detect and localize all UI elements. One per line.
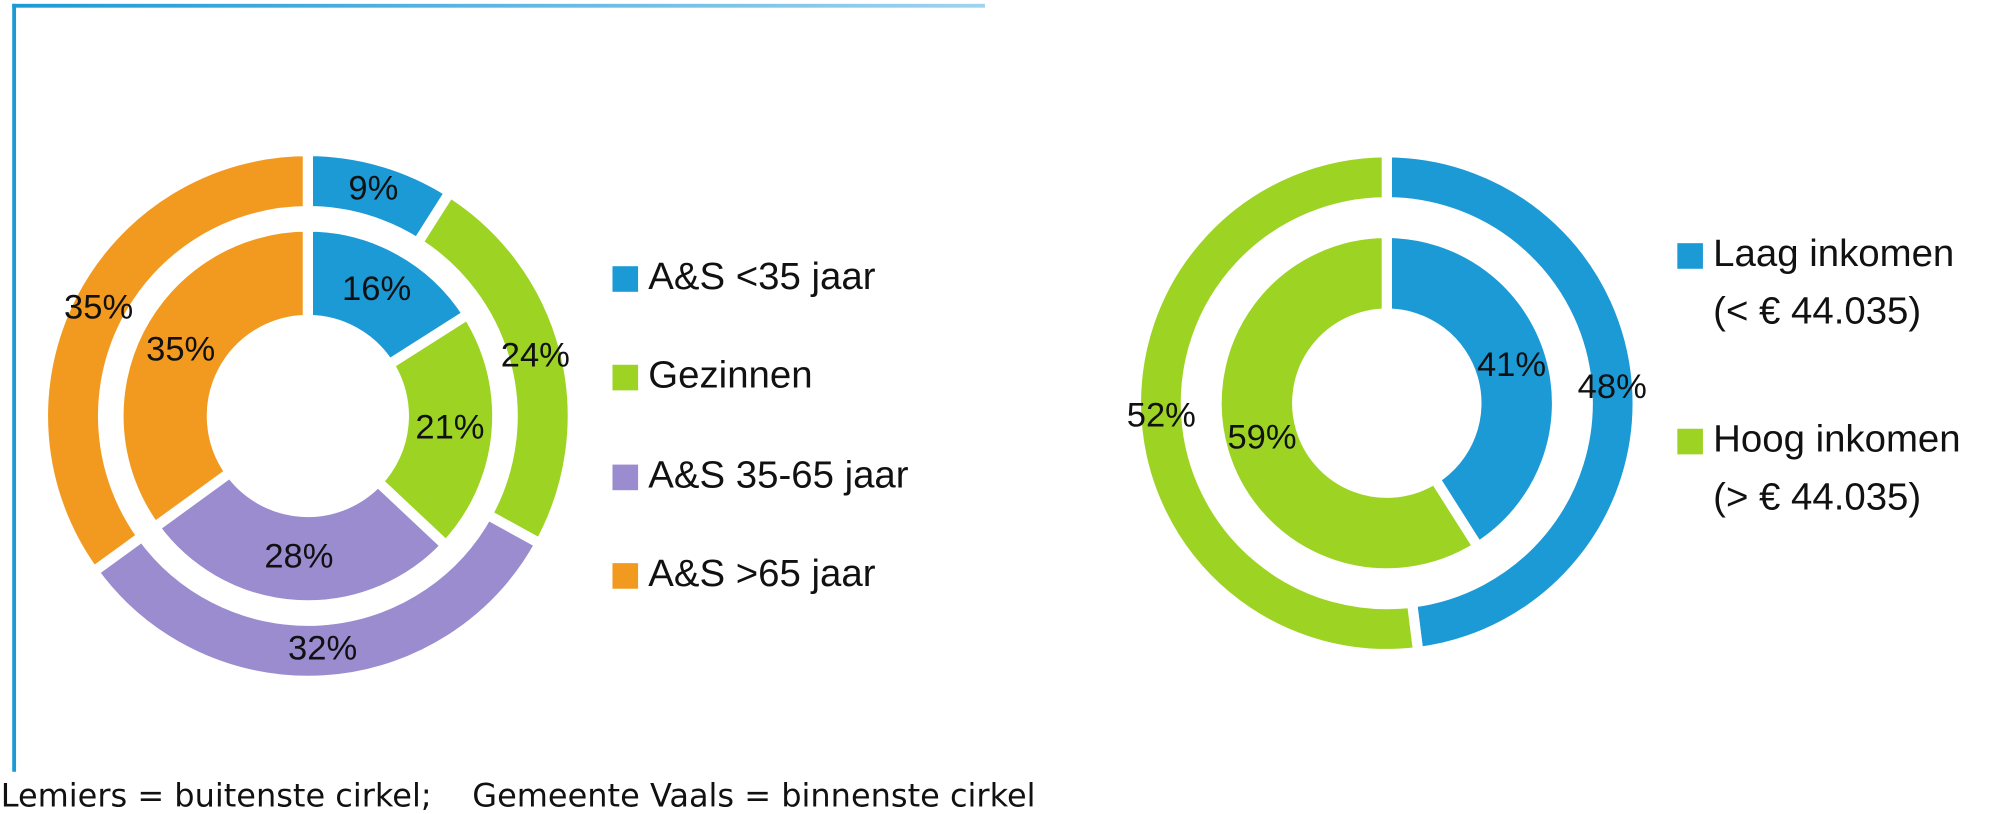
donut-slice (86, 507, 547, 686)
footnote: Lemiers = buitenste cirkel; Gemeente Vaa… (1, 776, 1036, 814)
legend-label: Gezinnen (648, 354, 812, 397)
value-label: 16% (342, 270, 411, 308)
donut-slice (1381, 227, 1563, 554)
value-label: 41% (1477, 346, 1546, 384)
donut-slice (370, 307, 503, 553)
value-label: 9% (348, 170, 398, 208)
legend-label: A&S 35-65 jaar (648, 454, 908, 497)
donut-slice (1211, 227, 1486, 579)
value-label: 21% (415, 409, 484, 447)
donut-slice (302, 221, 475, 372)
legend-swatch (612, 464, 639, 491)
value-label: 52% (1127, 396, 1196, 434)
value-label: 35% (146, 330, 215, 368)
value-label: 28% (264, 538, 333, 576)
value-label: 59% (1227, 419, 1296, 457)
value-label: 24% (501, 337, 570, 375)
legend-sublabel: (> € 44.035) (1713, 475, 1921, 518)
legend-sublabel: (< € 44.035) (1713, 290, 1921, 333)
legend-label: A&S >65 jaar (648, 552, 875, 595)
donut-slice (1130, 147, 1424, 660)
legend-label: Hoog inkomen (1713, 418, 1960, 461)
legend-swatch (1677, 243, 1703, 269)
legend-swatch (612, 266, 639, 292)
legend-label: Laag inkomen (1713, 232, 1954, 275)
donut-slice (1381, 147, 1643, 658)
donut-slice (113, 221, 313, 535)
legend-swatch (612, 563, 639, 589)
donut-slice (37, 145, 313, 579)
legend-swatch (1677, 428, 1703, 455)
legend-label: A&S <35 jaar (648, 255, 875, 298)
value-label: 32% (288, 629, 357, 667)
value-label: 35% (64, 288, 133, 326)
legend-swatch (612, 364, 639, 391)
frame-left (12, 3, 17, 772)
value-label: 48% (1578, 368, 1647, 406)
donut-slice (147, 465, 454, 611)
frame-top (12, 3, 985, 8)
